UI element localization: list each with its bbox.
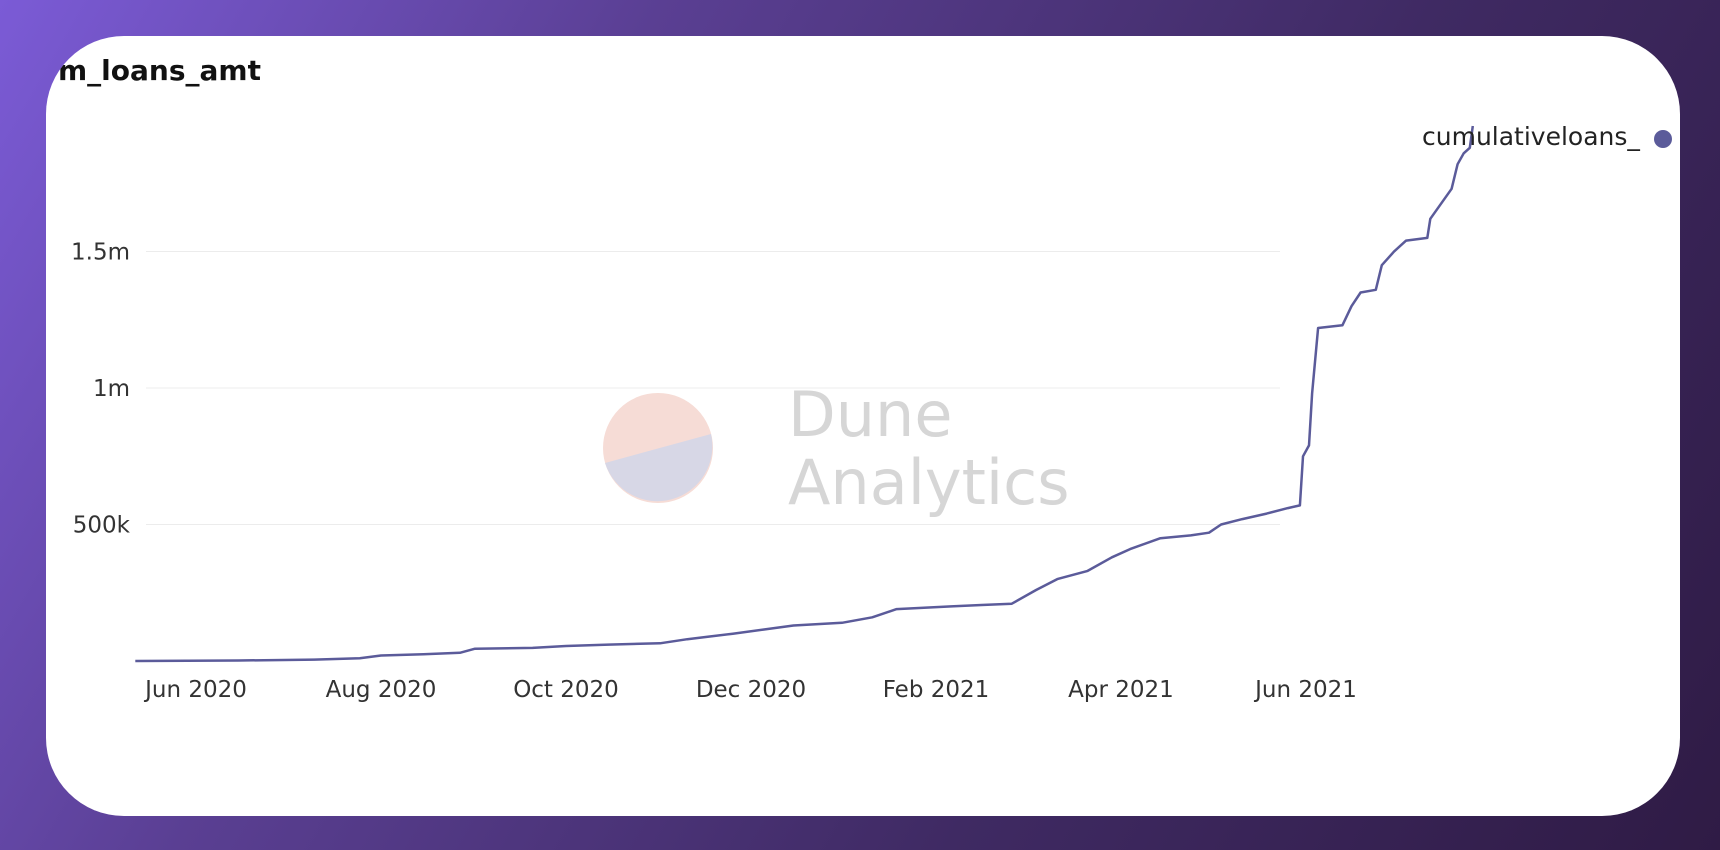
x-tick-label: Feb 2021 — [883, 677, 990, 703]
y-tick-label: 1m — [93, 376, 130, 402]
series-line-cumulativeloans — [135, 125, 1475, 663]
legend-dot-icon — [1654, 130, 1672, 148]
chart-title: m_loans_amt — [58, 54, 261, 87]
x-tick-label: Aug 2020 — [326, 677, 437, 703]
y-tick-label: 500k — [73, 513, 131, 539]
x-tick-label: Dec 2020 — [696, 677, 806, 703]
x-tick-label: Jun 2020 — [143, 677, 247, 703]
x-tick-label: Apr 2021 — [1068, 677, 1174, 703]
x-tick-label: Oct 2020 — [513, 677, 619, 703]
dune-analytics-watermark: Dune Analytics — [603, 378, 1070, 519]
chart-card: m_loans_amt Dune Analytics 500k 1m 1.5m Ju… — [46, 36, 1680, 816]
x-tick-label: Jun 2021 — [1253, 677, 1357, 703]
watermark-line2: Analytics — [788, 446, 1070, 519]
watermark-line1: Dune — [788, 378, 952, 451]
line-chart: Dune Analytics 500k 1m 1.5m Jun 2020 Aug 20… — [71, 125, 1475, 703]
legend-label: cumulativeloans_u — [1422, 122, 1642, 151]
legend[interactable]: cumulativeloans_u — [1422, 122, 1680, 156]
y-tick-label: 1.5m — [71, 240, 130, 266]
watermark-logo-bottom-icon — [605, 434, 713, 502]
